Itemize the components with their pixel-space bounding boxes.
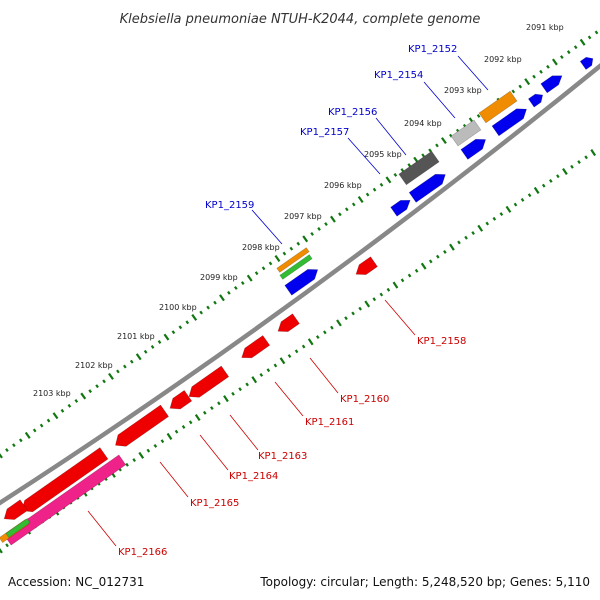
kbp-tick-label: 2093 kbp	[444, 86, 482, 95]
reverse-gene-label: KP1_2164	[229, 471, 278, 482]
forward-gene-3	[527, 93, 544, 108]
kbp-tick-label: 2094 kbp	[404, 119, 442, 128]
forward-label-leader	[251, 209, 283, 245]
forward-gene-label: KP1_2157	[300, 127, 349, 138]
green-gene-small	[279, 254, 313, 280]
reverse-label-leader	[309, 357, 339, 394]
reverse-gene-8	[3, 499, 28, 520]
grey-gene	[398, 150, 440, 186]
pink-gene	[3, 454, 127, 546]
forward-gene-7	[390, 199, 411, 217]
kbp-tick-label: 2097 kbp	[284, 212, 322, 221]
forward-gene-4	[491, 108, 527, 137]
kbp-tick-label: 2100 kbp	[159, 303, 197, 312]
reverse-gene-5	[169, 389, 193, 410]
gene-labels: KP1_2152 KP1_2154 KP1_2156 KP1_2157 KP1_2159…	[118, 44, 466, 558]
forward-gene-label: KP1_2152	[408, 44, 457, 55]
reverse-label-leader	[274, 381, 304, 417]
orange-gene	[478, 90, 518, 124]
backbone-line	[0, 63, 600, 506]
reverse-gene-1	[355, 256, 378, 275]
reverse-gene-6	[115, 404, 170, 447]
reverse-label-leader	[229, 414, 259, 451]
map-title: Klebsiella pneumoniae NTUH-K2044, comple…	[120, 12, 481, 27]
forward-label-leader	[375, 117, 407, 156]
forward-label-leader	[347, 137, 381, 175]
reverse-gene-label: KP1_2161	[305, 417, 354, 428]
kbp-tick-label: 2095 kbp	[364, 150, 402, 159]
reverse-gene-3	[241, 335, 271, 359]
kbp-tick-label: 2103 kbp	[33, 389, 71, 398]
forward-gene-2	[540, 75, 563, 94]
forward-gene-5	[460, 138, 487, 160]
light-grey-gene	[450, 119, 482, 147]
kbp-tick-label: 2101 kbp	[117, 332, 155, 341]
reverse-gene-4	[188, 365, 230, 398]
kbp-scale-labels: 2091 kbp 2092 kbp 2093 kbp 2094 kbp 2095 kbp…	[33, 23, 564, 398]
forward-label-leader	[423, 81, 456, 119]
forward-gene-6	[408, 173, 446, 203]
inner-tick-ring	[0, 149, 597, 554]
forward-gene-label: KP1_2156	[328, 107, 377, 118]
reverse-label-leader	[384, 299, 416, 336]
kbp-tick-label: 2098 kbp	[242, 243, 280, 252]
reverse-gene-label: KP1_2163	[258, 451, 307, 462]
forward-gene-label: KP1_2154	[374, 70, 423, 81]
reverse-gene-label: KP1_2166	[118, 547, 167, 558]
tick-rings	[0, 30, 599, 554]
kbp-tick-label: 2092 kbp	[484, 55, 522, 64]
kbp-tick-label: 2091 kbp	[526, 23, 564, 32]
forward-gene-8	[284, 269, 319, 296]
kbp-tick-label: 2102 kbp	[75, 361, 113, 370]
reverse-label-leader	[199, 434, 229, 471]
outer-tick-ring	[0, 30, 599, 459]
reverse-label-leader	[87, 510, 117, 547]
reverse-gene-2	[277, 313, 300, 332]
green-gene-lower	[5, 518, 31, 538]
gene-features	[0, 56, 594, 546]
kbp-tick-label: 2096 kbp	[324, 181, 362, 190]
genome-summary-text: Topology: circular; Length: 5,248,520 bp…	[259, 575, 590, 589]
reverse-gene-label: KP1_2165	[190, 498, 239, 509]
kbp-tick-label: 2099 kbp	[200, 273, 238, 282]
reverse-label-leader	[159, 461, 189, 498]
forward-gene-label: KP1_2159	[205, 200, 254, 211]
forward-label-leader	[457, 55, 489, 91]
forward-gene-1	[579, 56, 594, 70]
gene-label-leaders	[87, 55, 489, 547]
reverse-gene-label: KP1_2160	[340, 394, 389, 405]
accession-text: Accession: NC_012731	[8, 575, 144, 589]
reverse-gene-label: KP1_2158	[417, 336, 466, 347]
orange-gene-small	[276, 247, 310, 273]
genome-backbone	[0, 63, 600, 506]
